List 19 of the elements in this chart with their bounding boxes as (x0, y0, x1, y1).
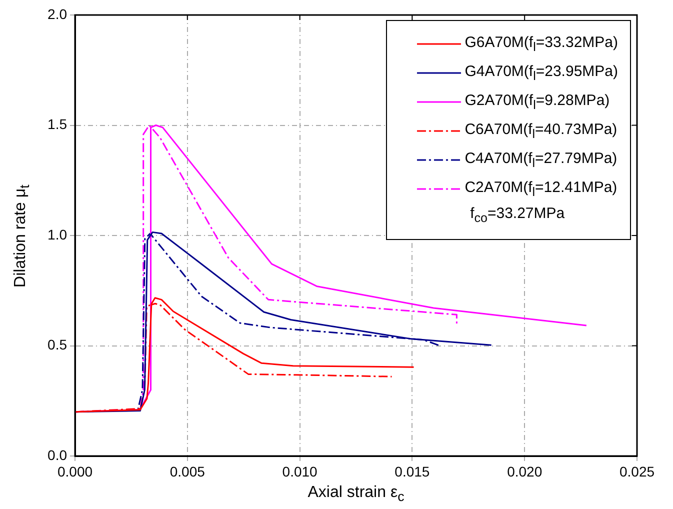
annotation: f$_{co}$=33.27MPa (469, 204, 566, 227)
x-tick-label: 0.025 (619, 463, 655, 480)
legend-label: G4A70M(f$_{l}$=23.95MPa) (464, 62, 618, 82)
x-tick-label: 0.000 (57, 463, 93, 480)
x-tick-label: 0.020 (507, 463, 542, 480)
legend-label: G6A70M(f$_{l}$=33.32MPa) (464, 34, 618, 54)
legend-label: G2A70M(f$_{l}$=9.28MPa) (464, 92, 610, 112)
x-tick-label: 0.010 (282, 463, 318, 480)
y-tick-label: 0.0 (48, 446, 68, 463)
legend-label: C2A70M(f$_{l}$=12.41MPa) (464, 178, 618, 198)
x-tick-label: 0.005 (170, 463, 206, 480)
y-tick-label: 2.0 (48, 6, 68, 22)
y-tick-label: 1.0 (48, 226, 68, 242)
x-tick-label: 0.015 (394, 463, 430, 480)
x-axis-title: Axial strain ε$_{c}$ (306, 484, 406, 504)
legend-label: C6A70M(f$_{l}$=40.73MPa) (464, 120, 618, 140)
y-tick-label: 1.5 (48, 116, 68, 132)
legend-label: C4A70M(f$_{l}$=27.79MPa) (464, 150, 618, 170)
y-tick-label: 0.5 (48, 336, 68, 353)
